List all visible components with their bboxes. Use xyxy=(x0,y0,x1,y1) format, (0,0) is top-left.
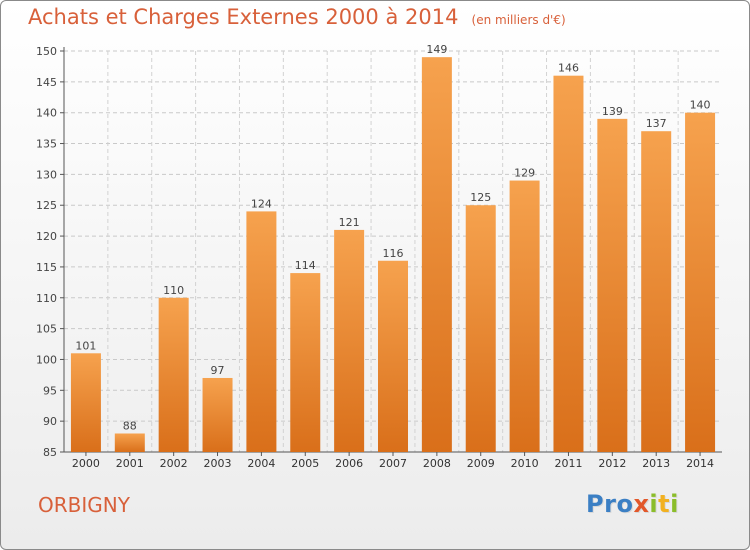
logo-letter: P xyxy=(586,490,605,518)
logo-letter: i xyxy=(649,490,659,518)
x-tick-label: 2000 xyxy=(72,457,100,470)
y-tick-label: 135 xyxy=(36,138,57,151)
chart-title: Achats et Charges Externes 2000 à 2014 xyxy=(28,5,459,29)
bar xyxy=(553,75,584,452)
logo-letter: r xyxy=(604,490,617,518)
bar-value-label: 146 xyxy=(558,62,579,75)
bar xyxy=(158,297,189,452)
bar-value-label: 137 xyxy=(646,117,667,130)
bar xyxy=(685,112,716,452)
bar xyxy=(246,211,277,452)
bar xyxy=(202,377,233,452)
x-tick-label: 2012 xyxy=(598,457,626,470)
bar xyxy=(465,205,496,452)
y-tick-label: 120 xyxy=(36,230,57,243)
data-labels: 101 88 110 97 124 114 121 116 149 125 129 146 139 137… xyxy=(75,43,710,432)
y-tick-label: 105 xyxy=(36,323,57,336)
bar-value-label: 116 xyxy=(383,247,404,260)
bar-value-label: 88 xyxy=(123,419,137,432)
x-tick-label: 2006 xyxy=(335,457,363,470)
x-tick-label: 2007 xyxy=(379,457,407,470)
x-tick-label: 2001 xyxy=(116,457,144,470)
x-tick-label: 2005 xyxy=(291,457,319,470)
axes: 85 90 95 100 105 110 115 120 125 130 135 140 145 150 2… xyxy=(36,45,722,470)
bars xyxy=(70,57,716,453)
bar-value-label: 125 xyxy=(470,191,491,204)
y-tick-label: 145 xyxy=(36,76,57,89)
y-tick-label: 110 xyxy=(36,292,57,305)
bar xyxy=(114,433,145,452)
bar-value-label: 129 xyxy=(514,167,535,180)
proxiti-logo: Proxiti xyxy=(586,490,679,518)
y-tick-label: 100 xyxy=(36,353,57,366)
bar-value-label: 110 xyxy=(163,284,184,297)
x-tick-label: 2004 xyxy=(247,457,275,470)
logo-letter: i xyxy=(670,490,679,518)
bar xyxy=(378,260,408,452)
x-tick-label: 2009 xyxy=(467,457,495,470)
x-tick-label: 2008 xyxy=(423,457,451,470)
bar-value-label: 97 xyxy=(211,364,225,377)
y-tick-label: 150 xyxy=(36,45,57,58)
bar xyxy=(290,273,321,452)
bar xyxy=(421,57,452,453)
x-tick-label: 2010 xyxy=(511,457,539,470)
x-tick-label: 2002 xyxy=(160,457,188,470)
y-tick-label: 130 xyxy=(36,168,57,181)
bar xyxy=(509,180,540,453)
y-tick-label: 95 xyxy=(43,384,57,397)
x-tick-label: 2013 xyxy=(642,457,670,470)
bar xyxy=(334,229,365,452)
logo-letter: t xyxy=(658,490,671,518)
bar-value-label: 140 xyxy=(690,99,711,112)
x-tick-label: 2003 xyxy=(204,457,232,470)
y-tick-label: 90 xyxy=(43,415,57,428)
bar-value-label: 124 xyxy=(251,197,272,210)
y-tick-label: 140 xyxy=(36,107,57,120)
y-tick-label: 125 xyxy=(36,199,57,212)
x-tick-label: 2011 xyxy=(554,457,582,470)
y-tick-label: 85 xyxy=(43,446,57,459)
bar-value-label: 149 xyxy=(426,43,447,56)
bar-value-label: 121 xyxy=(339,216,360,229)
bar-value-label: 114 xyxy=(295,259,316,272)
logo-letter: x xyxy=(633,490,650,518)
y-tick-label: 115 xyxy=(36,261,57,274)
bar xyxy=(70,353,101,452)
commune-name: ORBIGNY xyxy=(38,493,130,517)
logo-letter: o xyxy=(616,490,634,518)
chart-unit-note: (en milliers d'€) xyxy=(471,13,566,27)
x-tick-label: 2014 xyxy=(686,457,714,470)
bar xyxy=(641,131,672,452)
bar xyxy=(597,118,628,452)
title-row: Achats et Charges Externes 2000 à 2014 (… xyxy=(28,5,566,29)
bar-value-label: 139 xyxy=(602,105,623,118)
bar-value-label: 101 xyxy=(75,339,96,352)
